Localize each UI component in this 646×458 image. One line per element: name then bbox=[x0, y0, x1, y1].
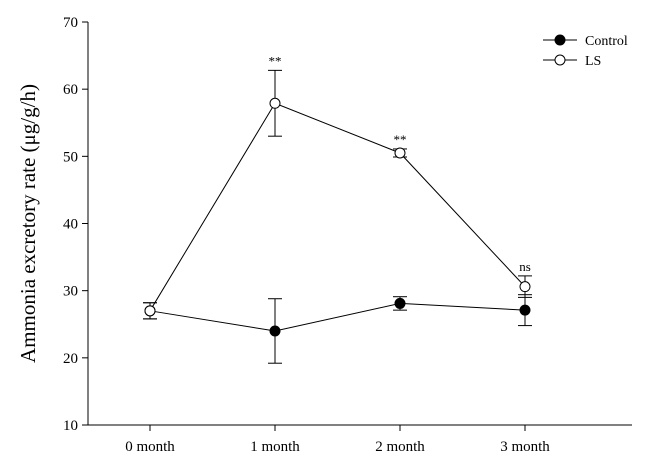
significance-label: ** bbox=[394, 132, 407, 147]
y-tick-label: 50 bbox=[63, 149, 78, 165]
series-control bbox=[143, 294, 532, 364]
significance-label: ns bbox=[519, 259, 531, 274]
data-point-control bbox=[269, 325, 281, 337]
y-tick-label: 40 bbox=[63, 217, 78, 233]
x-tick-label: 0 month bbox=[125, 439, 175, 455]
x-axis-ticks: 0 month 1 month 2 month 3 month bbox=[125, 425, 550, 455]
legend-label: Control bbox=[585, 34, 628, 49]
series-line-control bbox=[149, 302, 526, 332]
series-layer bbox=[143, 69, 532, 364]
data-point-ls bbox=[144, 305, 156, 317]
chart-axes bbox=[87, 22, 632, 426]
y-tick-label: 20 bbox=[63, 351, 78, 367]
x-tick-label: 2 month bbox=[375, 439, 425, 455]
significance-label: ** bbox=[269, 53, 282, 68]
y-tick-label: 30 bbox=[63, 284, 78, 300]
legend-marker bbox=[554, 54, 566, 66]
data-point-ls bbox=[394, 147, 406, 159]
series-line-ls bbox=[149, 102, 526, 312]
y-axis-label: Ammonia excretory rate (μg/g/h) bbox=[16, 84, 40, 363]
legend-marker bbox=[554, 34, 566, 46]
significance-annotations: ** ** ns bbox=[269, 53, 531, 274]
y-tick-label: 10 bbox=[63, 418, 78, 434]
legend: Control LS bbox=[543, 34, 628, 69]
y-axis-ticks: 10 20 30 40 50 60 70 bbox=[63, 15, 88, 434]
y-tick-label: 70 bbox=[63, 15, 78, 31]
x-tick-label: 3 month bbox=[500, 439, 550, 455]
data-point-ls bbox=[269, 97, 281, 109]
x-tick-label: 1 month bbox=[250, 439, 300, 455]
data-point-control bbox=[394, 297, 406, 309]
data-point-control bbox=[519, 304, 531, 316]
legend-label: LS bbox=[585, 54, 601, 69]
y-tick-label: 60 bbox=[63, 82, 78, 98]
series-ls bbox=[143, 69, 532, 320]
data-point-ls bbox=[519, 281, 531, 293]
